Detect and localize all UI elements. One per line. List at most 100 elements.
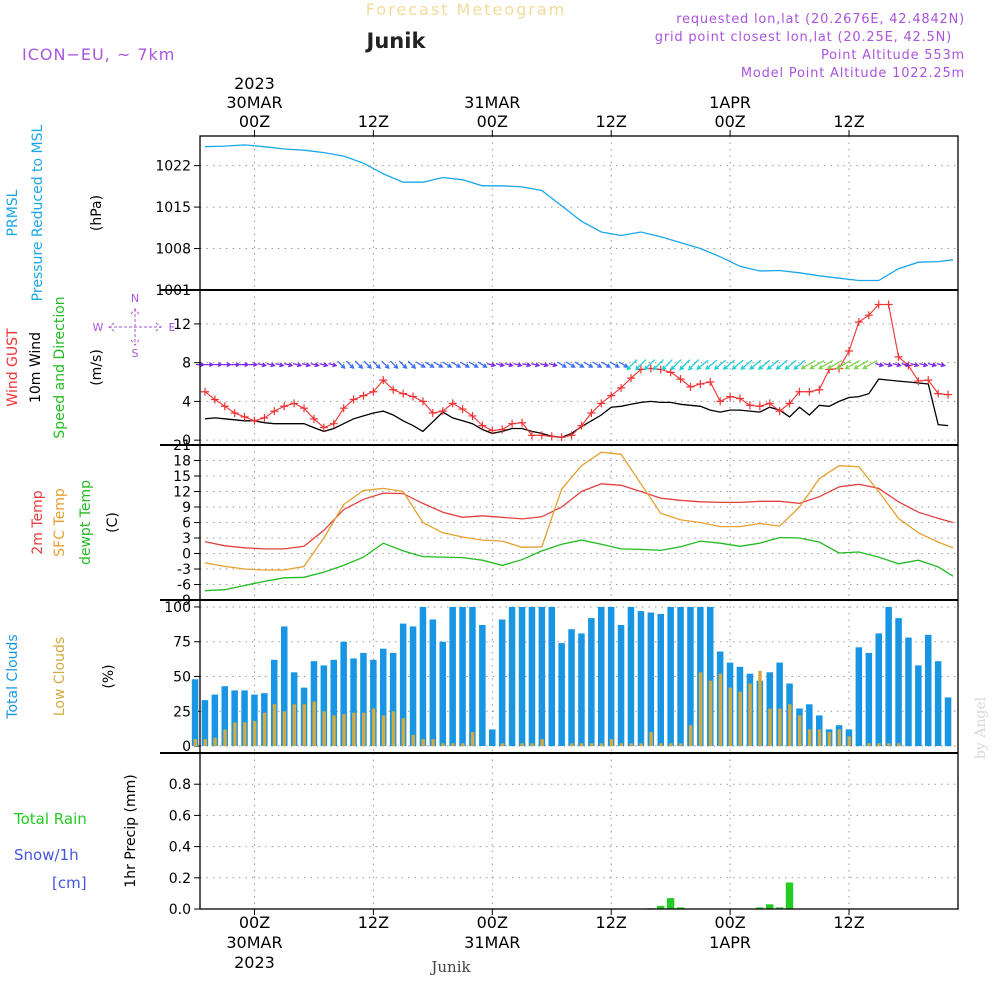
gust-marker	[240, 412, 249, 421]
y-tick-label: 18	[173, 454, 191, 470]
y-tick-label: 9	[182, 500, 191, 516]
y-tick-label: 0.2	[169, 871, 191, 887]
total-cloud-bar	[905, 637, 912, 747]
wind-arrow	[415, 361, 426, 368]
total-cloud-bar	[657, 613, 664, 746]
y-tick-label: 15	[173, 469, 191, 485]
low-cloud-bar	[332, 715, 336, 746]
low-cloud-bar	[877, 743, 881, 747]
total-cloud-bar	[934, 661, 942, 746]
wind-arrow	[390, 360, 399, 370]
low-cloud-bar	[589, 743, 594, 747]
snow-label: Snow/1h	[14, 846, 79, 864]
gust-marker	[359, 391, 368, 400]
temp-2m-line	[204, 483, 954, 550]
gust-marker	[795, 387, 804, 396]
low-cloud-bar	[391, 711, 396, 747]
wind-arrow	[635, 359, 647, 371]
time-label-bottom: 2023	[234, 953, 275, 972]
total-cloud-bar	[370, 659, 377, 746]
panel-side-label: Low Clouds	[52, 637, 68, 716]
time-label-bottom: 00Z	[239, 913, 270, 932]
rain-bar	[666, 898, 675, 909]
wind-arrow	[319, 362, 329, 368]
gust-marker	[458, 405, 467, 414]
wind-arrow	[310, 362, 320, 368]
total-cloud-bar	[399, 623, 407, 746]
gust-marker	[418, 397, 427, 406]
wind-arrow	[292, 362, 303, 368]
total-cloud-bar	[598, 607, 605, 747]
y-tick-label: 0.8	[169, 777, 191, 793]
wind-arrow	[609, 361, 620, 368]
total-cloud-bar	[548, 607, 555, 747]
low-cloud-bar	[352, 712, 356, 747]
low-cloud-bar	[570, 743, 574, 747]
wind-arrow	[592, 361, 603, 368]
total-cloud-bar	[389, 652, 397, 747]
gust-marker	[706, 378, 715, 387]
wind-arrow	[248, 362, 259, 368]
panel-side-label: SFC Temp	[52, 488, 68, 557]
wind-arrow	[749, 359, 762, 370]
low-cloud-bar	[669, 743, 673, 747]
low-cloud-bar	[342, 714, 346, 747]
total-cloud-bar	[201, 700, 209, 746]
gust-marker	[775, 407, 784, 416]
total-cloud-bar	[409, 626, 417, 746]
wind-arrow	[775, 359, 788, 370]
plot-frame	[199, 135, 959, 910]
total-cloud-bar	[429, 619, 437, 747]
gust-marker	[864, 311, 873, 320]
model-altitude: Model Point Altitude 1022.25m	[741, 66, 965, 81]
y-tick-label: 50	[173, 670, 191, 686]
total-cloud-bar	[875, 633, 882, 747]
total-cloud-bar	[508, 607, 516, 747]
time-label-top: 12Z	[833, 112, 864, 131]
wind-arrow	[337, 360, 346, 370]
rain-bar	[775, 907, 784, 909]
gust-marker	[914, 377, 923, 386]
wind-arrow	[240, 362, 250, 368]
panel-side-label: 10m Wind	[28, 332, 44, 403]
time-label-bottom: 1APR	[709, 933, 751, 952]
total-cloud-bar	[459, 607, 466, 747]
wind-arrow	[565, 361, 576, 368]
total-cloud-bar	[647, 612, 655, 746]
wind-arrow	[705, 359, 718, 370]
wind-arrow	[539, 362, 550, 368]
wind-arrow	[459, 361, 471, 368]
low-cloud-bar	[461, 743, 465, 747]
wind-arrow	[504, 362, 514, 368]
wind-arrow	[513, 362, 523, 368]
total-cloud-bar	[191, 679, 199, 747]
wind-arrow	[835, 360, 852, 370]
point-altitude: Point Altitude 553m	[821, 48, 965, 63]
temp-sfc-line	[204, 451, 954, 571]
total-cloud-bar	[498, 619, 506, 747]
panel-side-label: dewpt Temp	[78, 480, 94, 565]
low-cloud-bar	[679, 743, 683, 747]
low-cloud-bar	[689, 725, 693, 747]
gust-marker	[448, 399, 457, 408]
total-cloud-bar	[865, 652, 873, 747]
rain-bar	[785, 882, 794, 909]
total-cloud-bar	[528, 607, 536, 747]
product-title: Forecast Meteogram	[366, 0, 566, 19]
wind-arrow	[800, 360, 816, 370]
gust-marker	[736, 394, 745, 403]
compass-e: E	[169, 321, 176, 334]
y-tick-label: -3	[177, 562, 191, 578]
rain-bar	[676, 907, 685, 909]
low-cloud-bar	[500, 743, 505, 747]
gust-marker	[567, 431, 576, 440]
total-cloud-bar	[707, 607, 714, 747]
low-cloud-bar	[520, 743, 524, 747]
low-cloud-bar	[362, 712, 366, 747]
total-cloud-bar	[538, 607, 546, 747]
low-cloud-bar	[282, 711, 287, 747]
total-cloud-bar	[281, 626, 288, 746]
wind-arrow	[363, 360, 373, 370]
low-cloud-bar	[609, 739, 614, 747]
